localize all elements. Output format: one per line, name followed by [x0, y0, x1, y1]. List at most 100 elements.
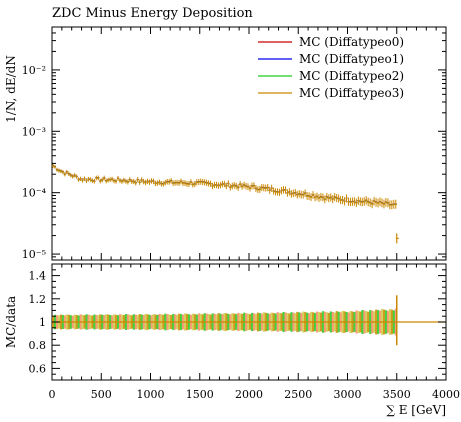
bin-marker [172, 180, 175, 187]
bin-marker [65, 169, 68, 175]
bin-marker [314, 193, 316, 202]
bin-marker [351, 197, 354, 206]
bin-marker [189, 179, 192, 186]
bin-marker [292, 189, 295, 198]
bin-marker [75, 174, 78, 179]
bin-marker [380, 198, 383, 208]
bin-marker [170, 177, 173, 184]
bin-marker [272, 187, 275, 195]
bin-marker [280, 187, 283, 195]
bin-marker [296, 190, 299, 199]
bin-marker [178, 180, 181, 186]
bin-marker [201, 178, 204, 186]
bin-marker [227, 180, 230, 187]
bin-marker [333, 193, 336, 202]
bin-marker [120, 178, 123, 184]
x-tick-label: 3000 [334, 388, 362, 401]
bin-marker [266, 184, 269, 192]
bin-marker [85, 178, 88, 183]
ratio-y-tick-label: 1.2 [29, 293, 47, 306]
bin-marker [126, 179, 129, 185]
bin-marker [69, 173, 72, 178]
bin-marker [243, 181, 246, 189]
bin-marker [357, 196, 360, 205]
main-y-tick-label: 10⁻² [22, 64, 46, 77]
bin-marker [359, 197, 362, 206]
bin-marker [249, 184, 251, 192]
bin-marker [312, 191, 315, 199]
bin-marker [156, 180, 159, 186]
bin-marker [325, 192, 328, 201]
bin-marker [183, 180, 186, 187]
bin-marker [254, 184, 257, 192]
bin-marker [164, 179, 167, 186]
bin-marker [195, 179, 198, 186]
bin-marker [101, 177, 104, 183]
bin-marker [264, 184, 267, 192]
main-plot-bins [52, 163, 399, 244]
bin-marker [109, 177, 112, 183]
bin-marker [55, 167, 58, 172]
bin-marker [373, 196, 376, 206]
bin-marker [298, 190, 301, 198]
bin-marker [59, 169, 62, 174]
bin-marker [150, 178, 153, 184]
legend-label: MC (Diffatypeo2) [299, 69, 404, 83]
bin-marker [290, 190, 293, 198]
bin-marker [213, 181, 216, 189]
bin-marker [115, 178, 118, 184]
main-y-tick-label: 10⁻³ [22, 125, 46, 138]
bin-marker [382, 199, 385, 209]
bin-marker [284, 186, 287, 194]
bin-marker [379, 197, 381, 207]
x-tick-label: 2000 [235, 388, 263, 401]
bin-marker [187, 181, 190, 187]
bin-marker [241, 183, 244, 190]
bin-marker [197, 178, 200, 186]
bin-marker [79, 176, 82, 182]
bin-marker [57, 168, 60, 173]
bin-marker [225, 182, 228, 190]
legend-label: MC (Diffatypeo0) [299, 35, 404, 49]
bin-marker [142, 178, 145, 185]
legend-label: MC (Diffatypeo3) [299, 86, 404, 100]
bin-marker [274, 188, 277, 196]
bin-marker [107, 177, 110, 183]
bin-marker [276, 188, 279, 196]
x-tick-label: 0 [49, 388, 56, 401]
x-tick-label: 1000 [137, 388, 165, 401]
bin-marker [223, 180, 226, 188]
bin-marker [83, 176, 86, 181]
bin-marker [113, 178, 116, 184]
chart-title: ZDC Minus Energy Deposition [52, 6, 253, 21]
bin-marker [219, 181, 222, 189]
x-tick-label: 500 [91, 388, 112, 401]
bin-marker [174, 179, 177, 186]
bin-marker [388, 200, 391, 210]
bin-marker [134, 180, 137, 186]
bin-marker [160, 180, 163, 187]
bin-marker [302, 190, 305, 199]
bin-marker [239, 180, 242, 188]
bin-marker [375, 197, 378, 207]
bin-marker [229, 183, 232, 191]
ratio-y-axis-label: MC/data [4, 296, 18, 348]
main-y-tick-label: 10⁻⁵ [22, 248, 46, 261]
bin-marker [258, 185, 261, 193]
bin-marker [247, 183, 249, 191]
bin-marker [87, 176, 90, 182]
bin-marker [329, 193, 332, 202]
bin-marker [136, 177, 139, 183]
bin-marker [355, 198, 358, 207]
bin-marker [138, 179, 141, 185]
ratio-y-tick-label: 1 [39, 316, 46, 329]
bin-marker [347, 197, 350, 206]
bin-marker [304, 189, 307, 198]
legend-label: MC (Diffatypeo1) [299, 52, 404, 66]
bin-marker [144, 179, 147, 186]
bin-marker [235, 182, 238, 190]
bin-marker [341, 195, 344, 205]
bin-marker [394, 199, 397, 209]
ratio-plot: 0 500 1000 1500 2000 2500 3000 3500 4000 0.6 0.8 1 1… [4, 263, 460, 417]
